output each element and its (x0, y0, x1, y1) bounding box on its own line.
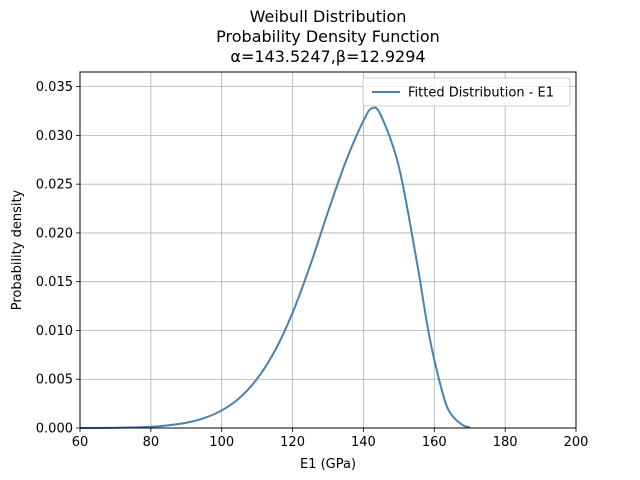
y-tick-label: 0.015 (36, 275, 73, 290)
x-tick-label: 140 (351, 435, 376, 450)
plot-area (80, 72, 576, 428)
y-tick-label: 0.010 (36, 324, 73, 339)
y-axis-label: Probability density (10, 189, 25, 310)
y-axis: 0.000 0.005 0.010 0.015 0.020 0.025 0.030 0.035 (36, 80, 80, 437)
y-tick-label: 0.030 (36, 129, 73, 144)
x-tick-label: 160 (422, 435, 447, 450)
y-tick-label: 0.020 (36, 226, 73, 241)
series-layer (79, 106, 471, 429)
x-axis-label: E1 (GPa) (300, 457, 356, 472)
series-line (79, 106, 471, 429)
legend-entry: Fitted Distribution - E1 (408, 86, 554, 101)
x-tick-label: 60 (72, 435, 89, 450)
chart-title-line: α=143.5247,β=12.9294 (230, 47, 425, 66)
y-tick-label: 0.005 (36, 373, 73, 388)
x-tick-label: 180 (493, 435, 518, 450)
x-tick-label: 120 (280, 435, 305, 450)
y-tick-label: 0.000 (36, 422, 73, 437)
y-tick-label: 0.035 (36, 80, 73, 95)
x-tick-label: 80 (143, 435, 160, 450)
x-axis: 60 80 100 120 140 160 180 200 (72, 428, 589, 450)
chart-title-line: Probability Density Function (216, 27, 440, 46)
x-tick-label: 100 (209, 435, 234, 450)
legend: Fitted Distribution - E1 (362, 77, 571, 107)
plot-frame (79, 71, 577, 429)
legend-box (362, 77, 571, 107)
chart-title-line: Weibull Distribution (250, 7, 407, 26)
x-tick-label: 200 (564, 435, 589, 450)
y-tick-label: 0.025 (36, 178, 73, 193)
